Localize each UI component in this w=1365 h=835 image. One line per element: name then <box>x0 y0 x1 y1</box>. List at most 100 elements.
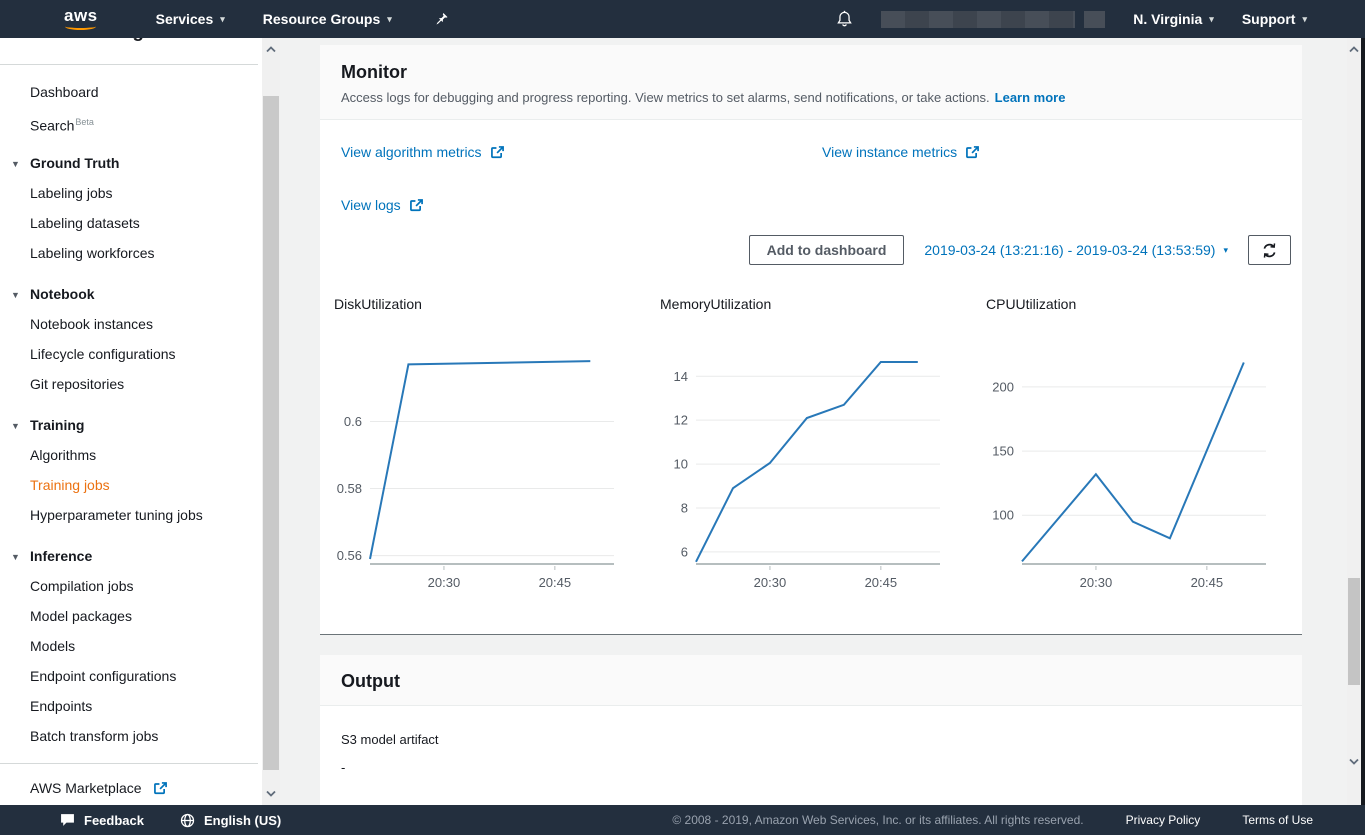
sidebar-title-text: Amazon SageMaker <box>30 38 210 43</box>
sidebar-item-labeling-jobs[interactable]: Labeling jobs <box>0 178 280 208</box>
scroll-down-arrow[interactable] <box>1347 758 1361 765</box>
window-edge <box>1361 38 1365 805</box>
language-selector[interactable]: English (US) <box>180 813 281 828</box>
chevron-down-icon: ▾ <box>387 13 392 24</box>
sidebar-item-endpoints[interactable]: Endpoints <box>0 691 280 721</box>
sidebar-item-endpoint-configurations[interactable]: Endpoint configurations <box>0 661 280 691</box>
sidebar-item-search[interactable]: SearchBeta <box>0 107 280 137</box>
language-label: English (US) <box>203 812 282 828</box>
notifications-bell-button[interactable] <box>836 10 853 28</box>
sidebar-item-labeling-datasets[interactable]: Labeling datasets <box>0 208 280 238</box>
sidebar-divider <box>0 64 258 65</box>
pushpin-icon <box>436 12 448 25</box>
scrollbar-thumb[interactable] <box>1348 578 1360 685</box>
sidebar-item-dashboard[interactable]: Dashboard <box>0 77 280 107</box>
chart-title: DiskUtilization <box>334 296 422 312</box>
terms-of-use-link[interactable]: Terms of Use <box>1242 813 1313 827</box>
scroll-down-arrow[interactable] <box>262 790 280 797</box>
sidebar-item-label: Algorithms <box>30 447 97 463</box>
scroll-up-arrow[interactable] <box>1347 46 1361 53</box>
sidebar-item-label: Ground Truth <box>30 155 120 171</box>
series-line <box>695 361 918 563</box>
sidebar-item-label: Lifecycle configurations <box>30 346 176 362</box>
view-logs-link[interactable]: View logs <box>341 197 424 213</box>
sidebar-item-label: Git repositories <box>30 376 125 392</box>
sidebar-item-batch-transform-jobs[interactable]: Batch transform jobs <box>0 721 280 751</box>
view-instance-metrics-link[interactable]: View instance metrics <box>822 144 980 160</box>
nav-region-menu[interactable]: N. Virginia ▾ <box>1133 11 1214 27</box>
sidebar-section-inference[interactable]: ▼ Inference <box>0 541 280 571</box>
main-content: Monitor Access logs for debugging and pr… <box>280 38 1347 805</box>
sidebar-scrollbar[interactable] <box>262 38 280 805</box>
external-link-icon <box>490 145 504 158</box>
sidebar-item-git-repositories[interactable]: Git repositories <box>0 369 280 399</box>
monitor-title: Monitor <box>341 62 407 82</box>
sidebar-item-aws-marketplace[interactable]: AWS Marketplace <box>0 773 280 803</box>
view-algorithm-metrics-link[interactable]: View algorithm metrics <box>341 144 505 160</box>
sidebar-item-label: Batch transform jobs <box>30 728 159 744</box>
sidebar-item-labeling-workforces[interactable]: Labeling workforces <box>0 238 280 268</box>
feedback-label: Feedback <box>84 812 144 828</box>
learn-more-link[interactable]: Learn more <box>994 90 1066 105</box>
sidebar-item-models[interactable]: Models <box>0 631 280 661</box>
sidebar-item-label: Notebook instances <box>30 316 153 332</box>
sidebar-section-notebook[interactable]: ▼ Notebook <box>0 279 280 309</box>
y-tick-label: 6 <box>681 544 688 559</box>
x-tick-label: 20:30 <box>428 575 461 590</box>
footer-bar: Feedback English (US) © 2008 - 2019, Ama… <box>0 805 1365 835</box>
scrollbar-thumb[interactable] <box>263 96 279 770</box>
add-to-dashboard-button[interactable]: Add to dashboard <box>748 235 905 265</box>
nav-services-menu[interactable]: Services ▾ <box>156 11 225 27</box>
sidebar-item-label: Endpoints <box>30 698 93 714</box>
chart-plot: 100 150 200 20:30 20:45 <box>992 362 1266 590</box>
feedback-button[interactable]: Feedback <box>60 813 144 828</box>
logs-link-row: View logs <box>320 162 1302 215</box>
sidebar-item-compilation-jobs[interactable]: Compilation jobs <box>0 571 280 601</box>
page-scrollbar[interactable] <box>1347 38 1361 805</box>
sidebar-item-model-packages[interactable]: Model packages <box>0 601 280 631</box>
chart-title: CPUUtilization <box>986 296 1077 312</box>
sidebar-item-notebook-instances[interactable]: Notebook instances <box>0 309 280 339</box>
x-tick-label: 20:45 <box>539 575 572 590</box>
sidebar-item-training-jobs[interactable]: Training jobs <box>0 470 280 500</box>
chart-plot: 0.56 0.58 0.6 20:30 20:45 <box>337 360 614 590</box>
s3-model-artifact-value: - <box>341 760 346 775</box>
external-link-icon <box>153 781 167 794</box>
sidebar-item-label: Models <box>30 638 76 654</box>
chart-toolbar: Add to dashboard 2019-03-24 (13:21:16) -… <box>320 215 1302 265</box>
monitor-header: Monitor Access logs for debugging and pr… <box>320 45 1302 120</box>
nav-support-menu[interactable]: Support ▾ <box>1242 11 1307 27</box>
sidebar-item-label: Labeling datasets <box>30 215 140 231</box>
scroll-up-arrow[interactable] <box>262 46 280 53</box>
top-nav-bar: aws Services ▾ Resource Groups ▾ <box>0 0 1365 38</box>
aws-smile-icon <box>65 23 96 30</box>
privacy-policy-link[interactable]: Privacy Policy <box>1125 813 1201 827</box>
y-tick-label: 150 <box>992 444 1014 459</box>
refresh-button[interactable] <box>1248 235 1291 265</box>
chevron-down-icon: ▾ <box>1223 244 1228 255</box>
y-tick-label: 100 <box>992 508 1014 523</box>
chart-diskutilization: DiskUtilization 0.56 0.58 0.6 20:30 20:45 <box>330 296 656 595</box>
y-tick-label: 10 <box>674 457 688 472</box>
aws-logo[interactable]: aws <box>64 7 98 31</box>
sidebar-item-lifecycle-configurations[interactable]: Lifecycle configurations <box>0 339 280 369</box>
output-body: S3 model artifact - <box>320 706 1302 801</box>
globe-icon <box>180 813 195 827</box>
sidebar-item-hyperparameter-tuning-jobs[interactable]: Hyperparameter tuning jobs <box>0 500 280 530</box>
date-range-picker[interactable]: 2019-03-24 (13:21:16) - 2019-03-24 (13:5… <box>924 242 1228 258</box>
chart-memoryutilization: MemoryUtilization 6 8 10 12 14 20:30 20:45 <box>656 296 982 595</box>
date-range-label: 2019-03-24 (13:21:16) - 2019-03-24 (13:5… <box>924 242 1216 258</box>
nav-resource-groups-menu[interactable]: Resource Groups ▾ <box>263 11 392 27</box>
sidebar-title-clipped: Amazon SageMaker <box>0 38 280 64</box>
sidebar-item-algorithms[interactable]: Algorithms <box>0 440 280 470</box>
sidebar-item-label: Hyperparameter tuning jobs <box>30 507 203 523</box>
beta-badge: Beta <box>75 117 94 127</box>
pin-shortcut-button[interactable] <box>435 12 448 26</box>
x-tick-label: 20:45 <box>1191 575 1224 590</box>
aws-logo-text: aws <box>64 6 98 25</box>
charts-row: DiskUtilization 0.56 0.58 0.6 20:30 20:45 Memo… <box>320 296 1302 595</box>
sidebar-section-training[interactable]: ▼ Training <box>0 410 280 440</box>
sidebar-section-ground-truth[interactable]: ▼ Ground Truth <box>0 148 280 178</box>
sidebar-item-label: Compilation jobs <box>30 578 134 594</box>
sidebar-item-label: Model packages <box>30 608 132 624</box>
